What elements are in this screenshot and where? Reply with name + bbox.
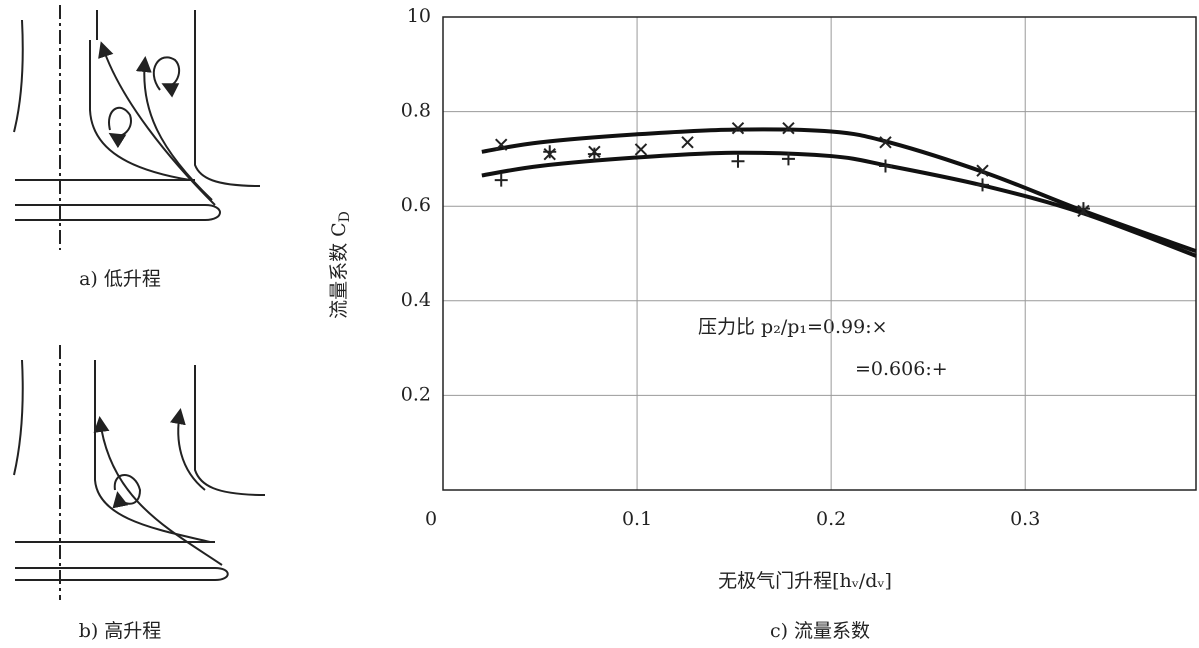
data-point xyxy=(587,147,601,161)
data-point xyxy=(681,136,694,149)
data-point xyxy=(782,121,795,135)
chart-caption: c) 流量系数 xyxy=(770,620,870,642)
data-point xyxy=(634,143,648,156)
data-point xyxy=(543,145,557,159)
y-tick-label: 0.6 xyxy=(401,194,431,216)
data-point xyxy=(1076,202,1090,216)
y-tick-label: 0.8 xyxy=(401,100,431,122)
data-point xyxy=(878,159,892,173)
x-tick-label: 0.3 xyxy=(1010,508,1040,530)
x-tick-label: 0 xyxy=(425,508,437,530)
diagram-high-lift xyxy=(13,345,266,600)
x-axis-label: 无极气门升程[hᵥ/dᵥ] xyxy=(718,570,892,592)
data-point xyxy=(781,152,795,166)
data-point xyxy=(731,121,745,135)
data-point xyxy=(495,138,508,151)
plot-frame xyxy=(442,16,1197,491)
annotation: 压力比 p₂/p₁=0.99:× xyxy=(698,316,888,338)
caption-a: a) 低升程 xyxy=(79,268,161,290)
fit-curve xyxy=(481,150,1197,258)
y-tick-label: 0.4 xyxy=(401,289,431,311)
y-axis-label-subscript: D xyxy=(337,211,353,222)
data-point xyxy=(731,154,745,168)
fit-curve xyxy=(481,127,1197,254)
y-tick-label: 0.2 xyxy=(401,383,431,405)
y-axis-label-text: 流量系数 C xyxy=(328,222,350,319)
data-point xyxy=(976,164,989,177)
x-tick-label: 0.2 xyxy=(816,508,846,530)
data-point xyxy=(976,178,990,192)
y-axis-label: 流量系数 CD xyxy=(328,211,353,319)
data-point xyxy=(494,173,508,187)
y-tick-label: 10 xyxy=(407,5,431,27)
caption-b: b) 高升程 xyxy=(79,620,162,642)
diagram-low-lift xyxy=(13,5,261,250)
x-tick-label: 0.1 xyxy=(622,508,652,530)
chart: c) 流量系数 无极气门升程[hᵥ/dᵥ] 流量系数 CD 压力比 p₂/p₁=… xyxy=(328,5,1197,642)
data-point xyxy=(879,136,892,149)
annotation: =0.606:+ xyxy=(855,358,948,380)
